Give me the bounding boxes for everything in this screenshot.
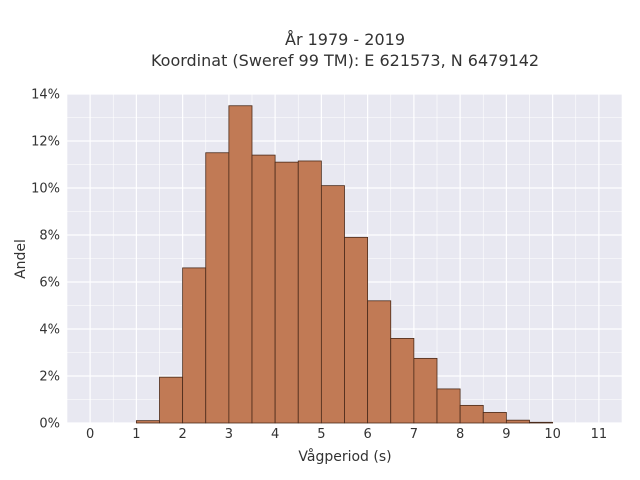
x-tick-label: 1 [132,427,140,442]
chart-title-line2: Koordinat (Sweref 99 TM): E 621573, N 64… [151,51,539,70]
x-tick-label: 11 [591,427,608,442]
y-tick-label: 14% [31,88,60,103]
histogram-bar [459,404,484,424]
y-tick-label: 4% [39,323,60,338]
x-tick-label: 8 [456,427,464,442]
histogram-bar [482,412,507,424]
bars [135,105,554,424]
histogram-bar [413,357,438,424]
histogram-bar [297,160,322,424]
y-tick-label: 0% [39,417,60,432]
y-tick-label: 6% [39,276,60,291]
y-tick-label: 12% [31,135,60,150]
x-tick-label: 5 [317,427,325,442]
x-tick-label: 4 [271,427,279,442]
histogram-bar [182,267,207,424]
histogram-bar [367,300,392,424]
x-tick-label: 6 [363,427,371,442]
x-tick-labels: 0 1 2 3 4 5 6 7 8 9 10 11 [86,427,607,442]
histogram-bar [529,421,554,424]
x-tick-label: 10 [544,427,561,442]
histogram-bar [505,419,530,424]
chart-title-line1: År 1979 - 2019 [285,30,405,49]
histogram-bar [228,105,253,424]
histogram-bar [344,236,369,424]
x-tick-label: 3 [225,427,233,442]
histogram-bar [135,420,160,424]
x-axis-label: Vågperiod (s) [298,448,391,465]
x-tick-label: 7 [410,427,418,442]
histogram-bar [274,161,299,424]
histogram-bar [205,152,230,424]
x-tick-label: 0 [86,427,94,442]
histogram-bar [320,185,345,424]
histogram-bar [159,376,184,424]
y-axis-label: Andel [13,239,29,279]
histogram-bar [251,154,276,424]
x-tick-label: 2 [178,427,186,442]
histogram-bar [390,337,415,424]
y-tick-labels: 0% 2% 4% 6% 8% 10% 12% 14% [31,88,60,432]
x-tick-label: 9 [502,427,510,442]
y-tick-label: 2% [39,370,60,385]
y-tick-label: 10% [31,182,60,197]
y-tick-label: 8% [39,229,60,244]
histogram-bar [436,388,461,424]
